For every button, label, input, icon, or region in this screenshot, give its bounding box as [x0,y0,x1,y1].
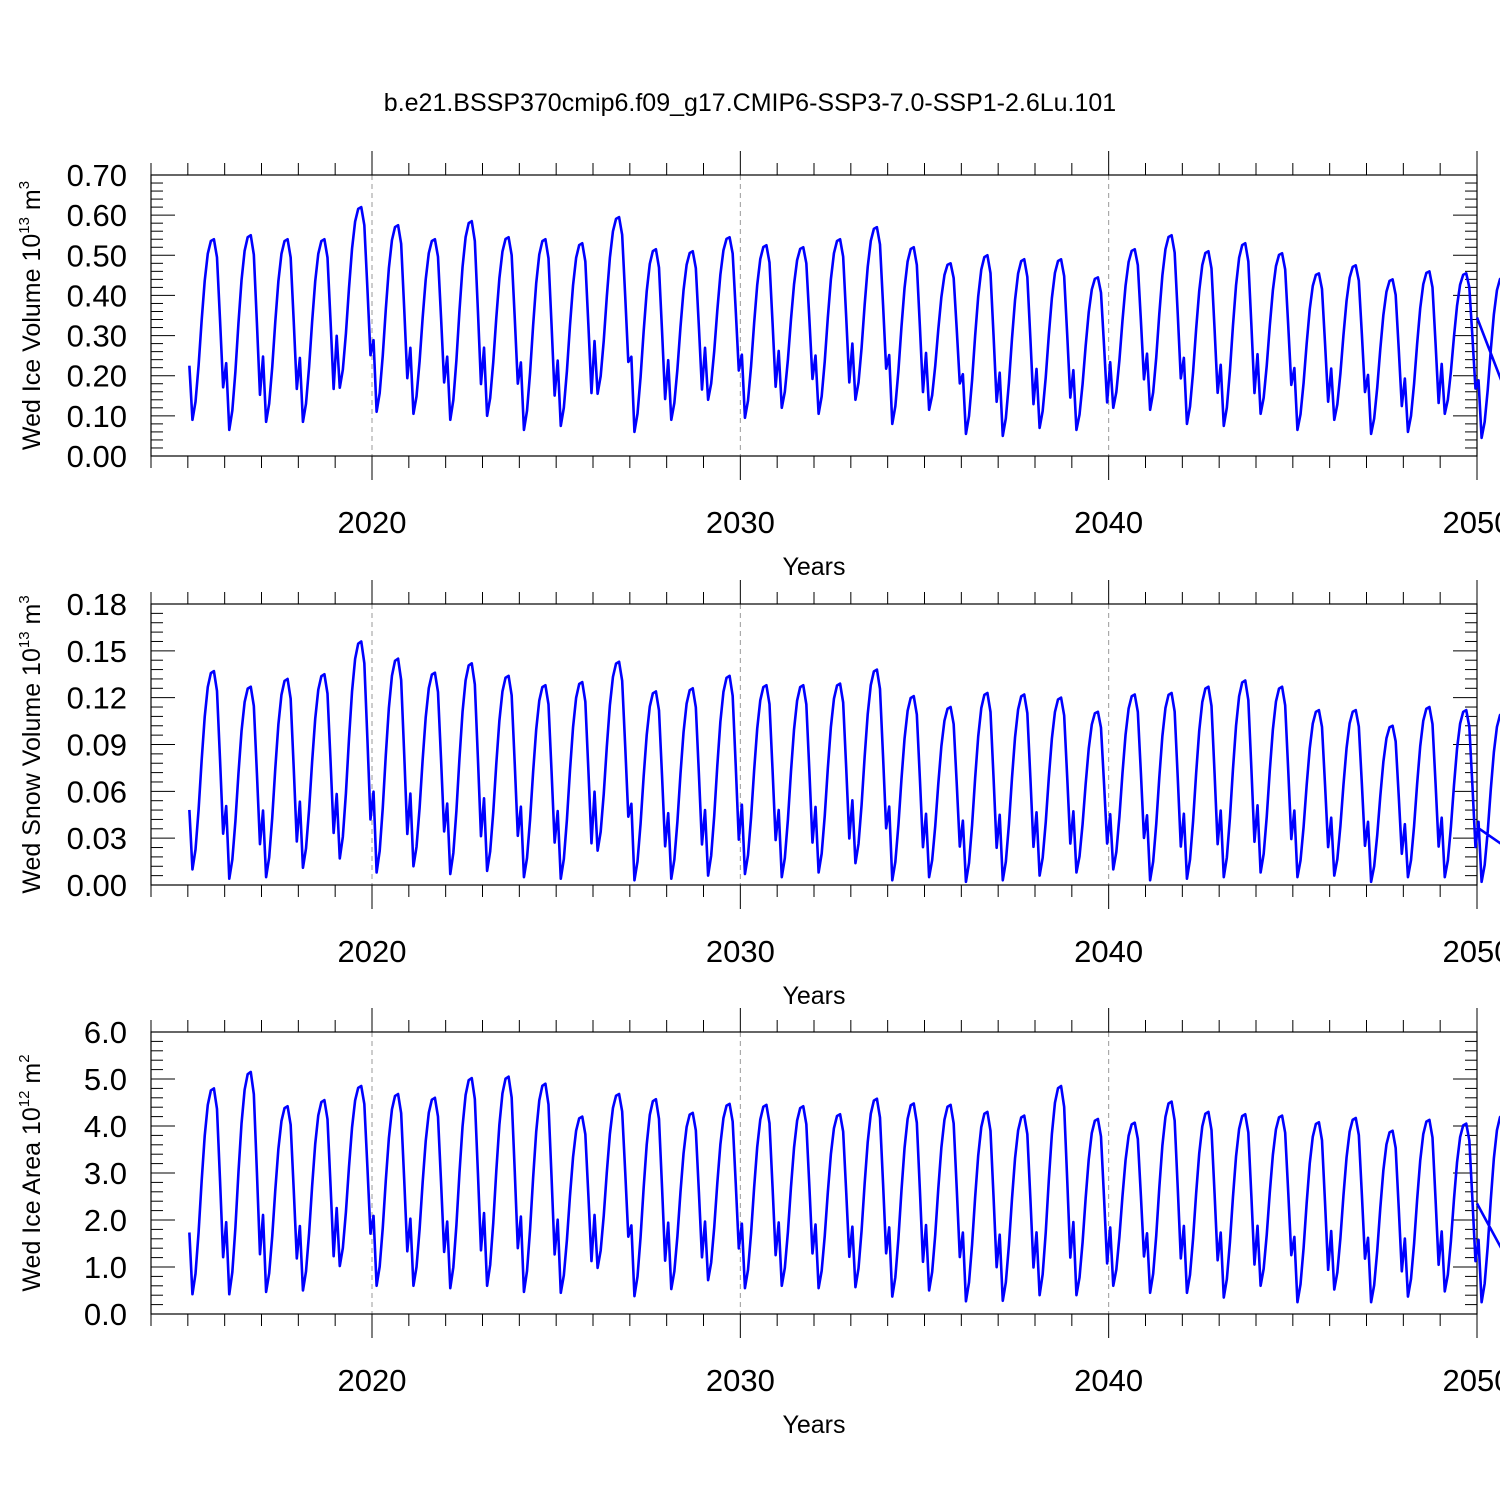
x-tick-label: 2050 [1443,1363,1500,1398]
series-line [188,205,1500,440]
y-axis-label: Wed Snow Volume 1013 m3 [16,595,46,893]
figure-title: b.e21.BSSP370cmip6.f09_g17.CMIP6-SSP3-7.… [384,89,1116,117]
chart-panel-1: 0.00 0.10 0.20 0.30 0.40 0.50 0.60 0.70 2020 2030… [16,151,1500,581]
y-axis-label-part: Wed Snow Volume 10 [18,648,46,894]
y-tick-label: 0.30 [67,319,127,354]
y-tick-label: 3.0 [84,1156,127,1191]
x-tick-label: 2020 [338,505,407,540]
y-tick-label: 2.0 [84,1203,127,1238]
x-tick-label: 2020 [338,1363,407,1398]
y-axis-label-part: Wed Ice Area 10 [18,1107,46,1291]
y-tick-label: 0.18 [67,587,127,622]
y-axis-label: Wed Ice Area 1012 m2 [16,1054,46,1291]
x-tick-label: 2040 [1074,505,1143,540]
y-axis-label-part: m [18,604,46,632]
x-tick-label: 2030 [706,934,775,969]
y-axis-label-part: Wed Ice Volume 10 [18,234,46,450]
y-axis-label-superscript: 3 [16,595,33,603]
series-line [188,640,1500,884]
x-tick-label: 2050 [1443,934,1500,969]
y-tick-label: 0.10 [67,399,127,434]
y-axis-label-superscript: 12 [16,1091,33,1108]
y-tick-label: 4.0 [84,1109,127,1144]
y-tick-label: 0.70 [67,158,127,193]
x-tick-label: 2040 [1074,934,1143,969]
y-tick-label: 5.0 [84,1062,127,1097]
x-axis-label: Years [782,553,845,581]
plot-frame [150,174,1478,457]
y-axis-label-part: m [18,1063,46,1091]
x-axis-label: Years [782,1411,845,1439]
y-tick-label: 0.50 [67,238,127,273]
y-axis-label-part: m [18,189,46,217]
y-axis-label-superscript: 2 [16,1054,33,1062]
y-axis-label-superscript: 3 [16,181,33,189]
x-tick-label: 2030 [706,1363,775,1398]
y-tick-label: 0.40 [67,278,127,313]
y-tick-label: 0.20 [67,359,127,394]
y-axis-label: Wed Ice Volume 1013 m3 [16,181,46,450]
y-tick-label: 0.12 [67,681,127,716]
y-axis-label-superscript: 13 [16,631,33,648]
y-axis-label-superscript: 13 [16,217,33,234]
y-tick-label: 0.0 [84,1297,127,1332]
x-tick-label: 2030 [706,505,775,540]
y-tick-label: 0.00 [67,439,127,474]
chart-panel-2: 0.00 0.03 0.06 0.09 0.12 0.15 0.18 2020 2030 2040… [16,580,1500,1010]
plot-frame [150,1031,1478,1315]
x-axis-label: Years [782,982,845,1010]
y-tick-label: 0.00 [67,868,127,903]
x-tick-label: 2050 [1443,505,1500,540]
y-tick-label: 0.15 [67,634,127,669]
y-tick-label: 0.06 [67,774,127,809]
x-tick-label: 2040 [1074,1363,1143,1398]
y-tick-label: 6.0 [84,1015,127,1050]
panels: 0.00 0.10 0.20 0.30 0.40 0.50 0.60 0.70 2020 2030… [16,151,1500,1439]
chart-panel-3: 0.0 1.0 2.0 3.0 4.0 5.0 6.0 2020 2030 2040 2050 Yea… [16,1008,1500,1439]
x-tick-label: 2020 [338,934,407,969]
y-tick-label: 0.60 [67,198,127,233]
series-line [188,1070,1500,1304]
y-tick-label: 0.09 [67,728,127,763]
y-tick-label: 1.0 [84,1250,127,1285]
y-tick-label: 0.03 [67,821,127,856]
